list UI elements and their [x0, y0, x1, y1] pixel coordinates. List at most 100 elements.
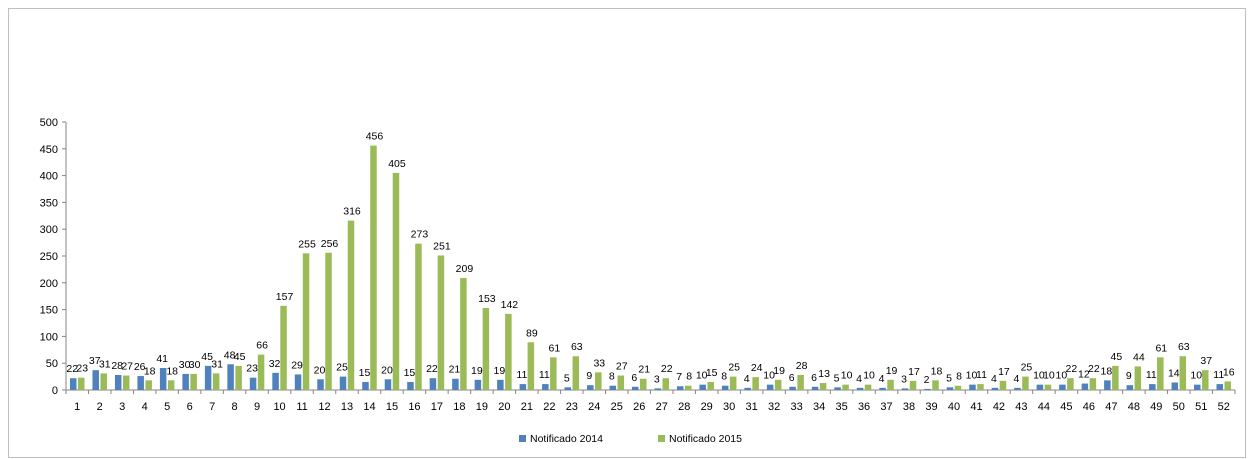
- x-tick-label: 8: [232, 401, 238, 413]
- bar-2015: [909, 380, 917, 390]
- bar-2015: [370, 145, 377, 390]
- legend-swatch: [519, 435, 526, 442]
- data-label-2015: 45: [234, 351, 246, 363]
- data-label-2014: 7: [676, 371, 682, 383]
- data-label-2015: 273: [411, 229, 429, 241]
- bar-2015: [662, 378, 669, 390]
- bar-2015: [707, 381, 714, 390]
- bar-2015: [1202, 370, 1209, 390]
- bar-2014: [1149, 384, 1156, 390]
- data-label-2014: 2: [924, 374, 930, 386]
- data-label-2014: 4: [744, 373, 750, 385]
- bar-2015: [640, 378, 647, 390]
- data-label-2015: 27: [616, 361, 628, 373]
- data-label-2014: 3: [901, 373, 907, 385]
- data-label-2014: 19: [471, 365, 483, 377]
- bar-2015: [100, 373, 107, 390]
- data-label-2014: 14: [1168, 367, 1180, 379]
- data-label-2015: 37: [1200, 355, 1212, 367]
- data-label-2015: 19: [886, 365, 898, 377]
- x-tick-label: 31: [746, 401, 758, 413]
- x-tick-label: 48: [1128, 401, 1140, 413]
- data-label-2015: 10: [1043, 370, 1055, 382]
- bar-2014: [587, 385, 594, 390]
- bar-2014: [856, 387, 864, 390]
- data-label-2015: 10: [841, 370, 853, 382]
- bar-2014: [766, 384, 774, 390]
- x-tick-label: 44: [1038, 401, 1050, 413]
- data-label-2014: 22: [66, 363, 78, 375]
- y-axis: 0 50 100 150 200 250 300 350 400 450 500: [40, 117, 67, 397]
- x-tick-label: 26: [633, 401, 645, 413]
- data-label-2014: 10: [1056, 370, 1068, 382]
- data-label-2015: 209: [456, 263, 474, 275]
- x-tick-label: 29: [701, 401, 713, 413]
- x-tick-label: 16: [408, 401, 420, 413]
- x-tick-label: 3: [119, 401, 125, 413]
- x-tick-label: 5: [164, 401, 170, 413]
- bar-2015: [190, 373, 197, 390]
- data-label-2014: 11: [1146, 369, 1157, 381]
- data-label-2014: 4: [1014, 373, 1020, 385]
- data-label-2014: 10: [763, 370, 775, 382]
- data-label-2014: 8: [721, 371, 727, 383]
- bar-2015: [145, 380, 152, 390]
- data-label-2015: 13: [818, 368, 830, 380]
- data-label-2015: 255: [298, 238, 316, 250]
- data-label-2015: 28: [796, 360, 808, 372]
- bar-2015: [302, 253, 310, 390]
- bar-2014: [564, 387, 572, 390]
- x-tick-label: 2: [97, 401, 103, 413]
- data-label-2015: 11: [976, 369, 987, 381]
- x-tick-label: 9: [254, 401, 260, 413]
- bar-2014: [654, 388, 661, 390]
- bar-2014: [227, 364, 234, 390]
- x-tick-label: 33: [791, 401, 803, 413]
- bar-2014: [609, 385, 617, 390]
- bar-2014: [497, 379, 504, 390]
- bar-2014: [1059, 384, 1066, 390]
- bar-2014: [879, 387, 886, 390]
- bar-2015: [797, 374, 804, 390]
- bar-2015: [347, 220, 355, 390]
- x-tick-label: 1: [74, 401, 80, 413]
- bar-2015: [1022, 376, 1029, 390]
- data-label-2014: 26: [134, 361, 146, 373]
- x-tick-label: 13: [341, 401, 353, 413]
- data-label-2014: 21: [449, 364, 461, 376]
- bar-2015: [550, 357, 557, 390]
- bar-2015: [729, 376, 737, 390]
- data-label-2014: 48: [224, 349, 236, 361]
- data-label-2014: 10: [696, 370, 708, 382]
- data-label-2014: 11: [1213, 369, 1224, 381]
- data-label-2015: 16: [1223, 366, 1235, 378]
- data-label-2015: 31: [99, 358, 111, 370]
- data-label-2014: 4: [856, 373, 862, 385]
- x-tick-label: 24: [588, 401, 600, 413]
- data-label-2014: 11: [516, 369, 527, 381]
- x-tick-label: 47: [1105, 401, 1117, 413]
- bar-2015: [752, 377, 759, 390]
- bar-2015: [235, 365, 242, 390]
- data-label-2015: 157: [276, 291, 294, 303]
- bar-2015: [122, 375, 130, 390]
- bar-2014: [407, 381, 414, 390]
- bar-2015: [932, 380, 939, 390]
- data-label-2014: 41: [156, 353, 168, 365]
- data-label-2015: 45: [1111, 351, 1123, 363]
- bar-2015: [1179, 356, 1187, 390]
- bar-2015: [684, 385, 692, 390]
- data-label-2014: 8: [609, 371, 615, 383]
- x-tick-label: 25: [611, 401, 623, 413]
- data-label-2015: 22: [1088, 363, 1100, 375]
- y-tick-label: 300: [40, 224, 58, 236]
- bar-2015: [505, 313, 512, 390]
- legend-label: Notificado 2015: [669, 433, 742, 445]
- x-tick-label: 37: [880, 401, 892, 413]
- data-label-2014: 5: [834, 372, 840, 384]
- bar-2014: [542, 384, 549, 390]
- bar-2015: [325, 252, 332, 390]
- bar-2014: [294, 374, 302, 390]
